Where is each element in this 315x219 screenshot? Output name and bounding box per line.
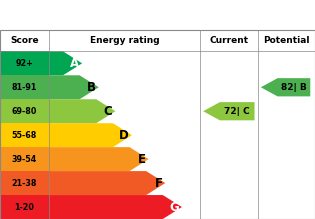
Polygon shape	[49, 51, 82, 75]
Polygon shape	[49, 123, 132, 147]
Polygon shape	[203, 102, 255, 120]
Bar	[0, 123, 49, 147]
Text: 72| C: 72| C	[224, 107, 250, 116]
Text: Score: Score	[10, 36, 39, 45]
Text: 82| B: 82| B	[281, 83, 307, 92]
Text: 39-54: 39-54	[12, 155, 37, 164]
Text: F: F	[154, 177, 162, 190]
Text: A: A	[70, 57, 79, 70]
Text: G: G	[169, 201, 179, 214]
Polygon shape	[49, 171, 165, 195]
Bar	[0, 195, 49, 219]
Text: 81-91: 81-91	[12, 83, 37, 92]
Polygon shape	[261, 78, 310, 96]
Text: 69-80: 69-80	[12, 107, 37, 116]
Polygon shape	[49, 147, 149, 171]
Text: D: D	[119, 129, 129, 142]
Bar	[0, 99, 49, 123]
Bar	[0, 51, 49, 75]
Text: 21-38: 21-38	[12, 178, 37, 188]
Bar	[0, 147, 49, 171]
Text: C: C	[104, 105, 112, 118]
Text: Current: Current	[209, 36, 249, 45]
Text: Energy rating: Energy rating	[89, 36, 159, 45]
Polygon shape	[49, 195, 182, 219]
Text: E: E	[138, 153, 146, 166]
Text: B: B	[87, 81, 96, 94]
Text: Potential: Potential	[263, 36, 310, 45]
Polygon shape	[49, 75, 99, 99]
Polygon shape	[49, 99, 115, 123]
Text: 55-68: 55-68	[12, 131, 37, 140]
Bar	[0, 75, 49, 99]
Bar	[0, 171, 49, 195]
Text: Energy Efficiency Rating: Energy Efficiency Rating	[9, 9, 193, 22]
Text: 92+: 92+	[15, 59, 33, 68]
Text: 1-20: 1-20	[14, 203, 34, 212]
